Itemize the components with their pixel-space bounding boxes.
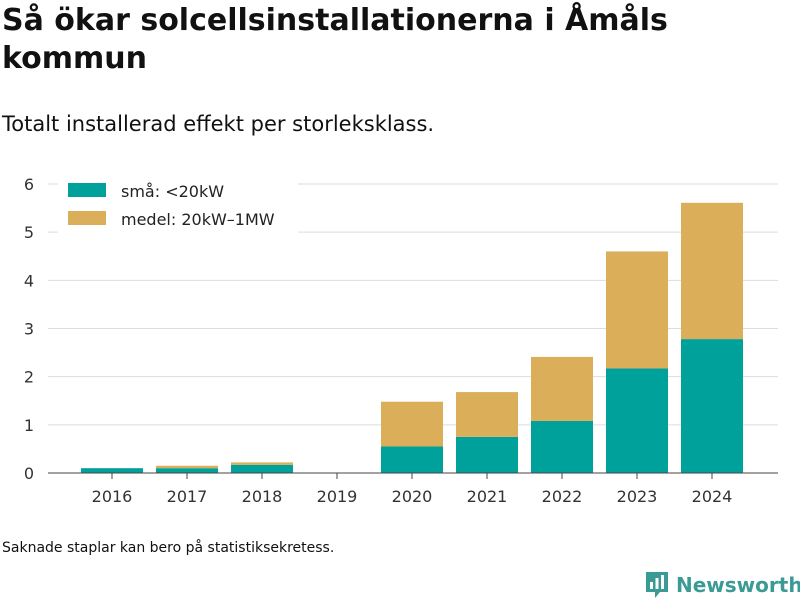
bar-medium-2021[interactable] xyxy=(456,392,518,437)
bar-small-2017[interactable] xyxy=(156,468,218,473)
x-axis-ticks: 2016 2017 2018 2019 2020 2021 2022 2023 2024 xyxy=(92,473,733,506)
x-tick-label: 2021 xyxy=(467,487,508,506)
bar-medium-2023[interactable] xyxy=(606,251,668,369)
y-tick-label: 0 xyxy=(24,464,34,483)
x-tick-label: 2020 xyxy=(392,487,433,506)
bar-small-2016[interactable] xyxy=(81,468,143,473)
bar-small-2024[interactable] xyxy=(681,339,743,473)
bar-small-2018[interactable] xyxy=(231,464,293,473)
x-tick-label: 2023 xyxy=(617,487,658,506)
legend-label-medium: medel: 20kW–1MW xyxy=(121,210,275,229)
bar-chart-bubble-icon xyxy=(646,572,668,598)
x-tick-label: 2022 xyxy=(542,487,583,506)
legend-swatch-medium xyxy=(68,211,106,225)
bar-small-2022[interactable] xyxy=(531,420,593,473)
x-tick-label: 2018 xyxy=(242,487,283,506)
brand-name: Newsworthy xyxy=(676,573,800,597)
bar-small-2023[interactable] xyxy=(606,368,668,473)
bars xyxy=(81,202,743,473)
bar-small-2020[interactable] xyxy=(381,446,443,473)
legend-swatch-small xyxy=(68,183,106,197)
bar-medium-2018[interactable] xyxy=(231,462,293,465)
x-tick-label: 2019 xyxy=(317,487,358,506)
y-tick-label: 2 xyxy=(24,368,34,387)
footnote: Saknade staplar kan bero på statistiksek… xyxy=(2,540,335,556)
x-tick-label: 2016 xyxy=(92,487,133,506)
y-tick-label: 3 xyxy=(24,320,34,339)
newsworthy-logo[interactable]: Newsworthy xyxy=(644,569,800,601)
x-tick-label: 2024 xyxy=(692,487,733,506)
y-tick-label: 5 xyxy=(24,223,34,242)
bar-small-2021[interactable] xyxy=(456,436,518,473)
y-tick-label: 4 xyxy=(24,271,34,290)
y-tick-label: 6 xyxy=(24,175,34,194)
legend: små: <20kW medel: 20kW–1MW xyxy=(58,176,298,238)
bar-medium-2022[interactable] xyxy=(531,356,593,421)
bar-medium-2017[interactable] xyxy=(156,465,218,469)
chart-title: Så ökar solcellsinstallationerna i Åmåls… xyxy=(2,3,668,76)
stacked-bar-chart: 0 1 2 3 4 5 6 2016 2017 2018 2019 2020 2021 2022 2023… xyxy=(24,175,778,506)
chart-subtitle: Totalt installerad effekt per storlekskl… xyxy=(2,112,435,136)
bar-medium-2024[interactable] xyxy=(681,202,743,340)
x-tick-label: 2017 xyxy=(167,487,208,506)
y-axis-ticks: 0 1 2 3 4 5 6 xyxy=(24,175,34,483)
y-tick-label: 1 xyxy=(24,416,34,435)
legend-label-small: små: <20kW xyxy=(121,182,224,201)
bar-medium-2020[interactable] xyxy=(381,401,443,447)
